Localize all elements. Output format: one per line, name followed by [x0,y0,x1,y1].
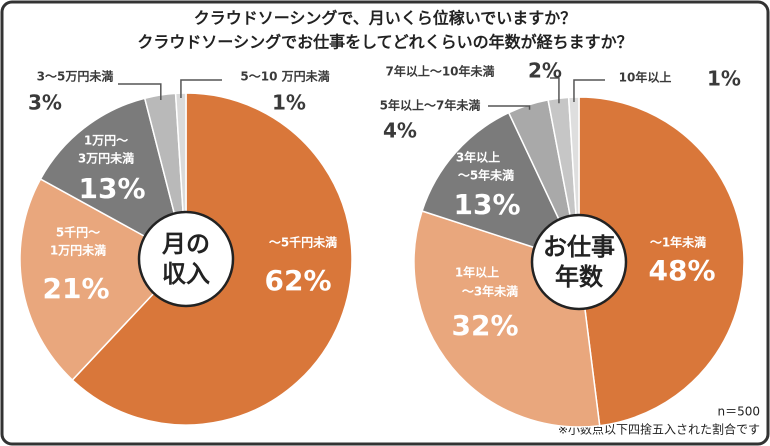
value-label: 48% [648,254,715,287]
slice-label: 5～10 万円未満 [240,69,329,84]
slice-label: 1万円未満 [50,243,106,258]
pie-slice [578,96,745,427]
value-label: 1% [272,91,306,115]
pie-slice [39,97,188,261]
leader-line [573,79,605,103]
center-label: 月の [161,230,210,258]
slice-label: ～1年未満 [650,235,706,250]
slice-label: 7年以上～10年未満 [385,64,494,79]
leader-line [550,77,560,104]
pie-slice [19,178,188,382]
value-label: 3% [28,91,62,115]
slice-label: 1年以上 [455,265,499,280]
value-label: 2% [528,59,562,83]
pie-slice [421,111,581,264]
slice-label: 1万円～ [84,134,128,148]
slice-label: 3万円未満 [78,151,134,166]
center-circle [137,210,235,308]
slice-label: 3年以上 [456,150,500,165]
center-label: 年数 [555,263,604,291]
slice-label: 3～5万円未満 [37,69,114,84]
leader-line [488,105,531,110]
value-label: 4% [383,119,417,143]
value-label: 13% [78,172,145,205]
value-label: 21% [42,272,109,305]
slice-label: 5千円～ [56,225,100,240]
value-label: 1% [707,67,741,91]
center-label: お仕事 [543,233,615,261]
footnote: ※小数点以下四捨五入された割合です [558,422,760,437]
slice-label: ～3年未満 [462,284,518,299]
center-label: 収入 [162,260,210,288]
title-line: クラウドソーシングで、月いくら位稼いでいますか？ [194,9,577,28]
leader-line [118,83,162,100]
sample-size: n＝500 [717,405,760,419]
center-circle [530,213,628,311]
slice-label: ～5年未満 [458,168,514,183]
slice-label: 10年以上 [619,70,672,85]
slice-label: ～5千円未満 [269,235,337,250]
value-label: 32% [451,309,518,342]
value-label: 62% [264,264,331,297]
slice-label: 5年以上～7年未満 [380,98,481,113]
value-label: 13% [453,188,520,221]
title-line: クラウドソーシングでお仕事をしてどれくらいの年数が経ちますか？ [137,33,632,52]
leader-line [180,79,222,99]
